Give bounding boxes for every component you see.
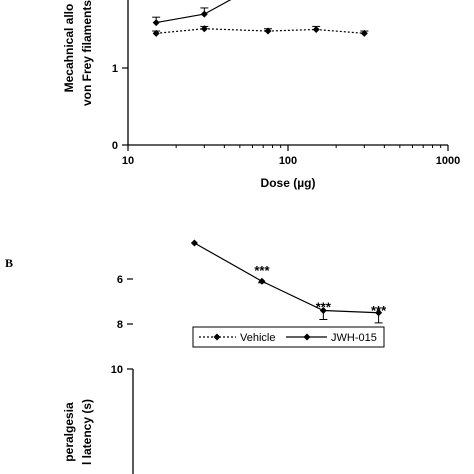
jwh-series-line — [156, 0, 232, 24]
jwh-data-point — [375, 309, 383, 317]
jwh-data-point — [200, 10, 208, 18]
vehicle-series-line — [156, 28, 365, 34]
chart-b-y-axis-title: peralgesia l latency (s) — [62, 399, 94, 465]
y-tick-label: 6 — [117, 274, 123, 286]
legend-jwh-marker — [303, 333, 311, 341]
x-tick-label: 100 — [279, 155, 297, 167]
chart-b-legend: Vehicle JWH-015 — [192, 326, 385, 348]
y-axis-title-line: l latency (s) — [80, 399, 94, 465]
chart-b-marks: *** *** *** — [190, 239, 387, 324]
significance-label: *** — [371, 303, 387, 318]
chart-a-axes — [127, 0, 448, 146]
legend-vehicle-label: Vehicle — [240, 332, 275, 344]
vehicle-data-point — [200, 25, 208, 33]
significance-label: *** — [316, 300, 332, 315]
y-tick-label: 8 — [117, 319, 123, 331]
y-axis-title-line: peralgesia — [62, 402, 76, 462]
jwh-data-point — [319, 307, 327, 314]
vehicle-data-point — [264, 27, 272, 35]
chart-panel-b: B Vehicle JWH-015 6 8 10 *** *** *** peralges… — [5, 239, 387, 474]
chart-a-x-axis-title: Dose (µg) — [261, 176, 316, 190]
y-tick-label: 10 — [111, 364, 123, 376]
x-tick-label: 1000 — [436, 155, 460, 167]
legend-jwh-label: JWH-015 — [331, 332, 377, 344]
vehicle-data-point — [360, 29, 368, 37]
legend-vehicle-marker — [213, 333, 221, 341]
y-tick-label: 1 — [112, 63, 118, 75]
panel-letter: B — [5, 256, 13, 270]
jwh-data-point — [190, 239, 198, 247]
x-tick-label: 10 — [122, 155, 134, 167]
chart-b-ticks: 6 8 10 — [111, 274, 133, 376]
vehicle-data-point — [312, 26, 320, 33]
chart-a-ticks: 10 100 1000 0 1 — [112, 63, 460, 167]
jwh-series-line — [194, 242, 379, 314]
jwh-data-point — [152, 19, 160, 27]
jwh-data-point — [258, 277, 266, 285]
chart-a-marks — [152, 0, 369, 37]
significance-label: *** — [254, 263, 270, 278]
vehicle-data-point — [152, 29, 160, 37]
chart-a-y-axis-title: Mecahnical allo von Frey filaments s — [62, 0, 94, 106]
y-tick-label: 0 — [112, 140, 118, 152]
chart-panel-a: 10 100 1000 0 1 Dose (µg) Mecahnical allo von… — [62, 0, 460, 190]
y-axis-title-line: von Frey filaments s — [80, 0, 94, 106]
y-axis-title-line: Mecahnical allo — [62, 4, 76, 93]
